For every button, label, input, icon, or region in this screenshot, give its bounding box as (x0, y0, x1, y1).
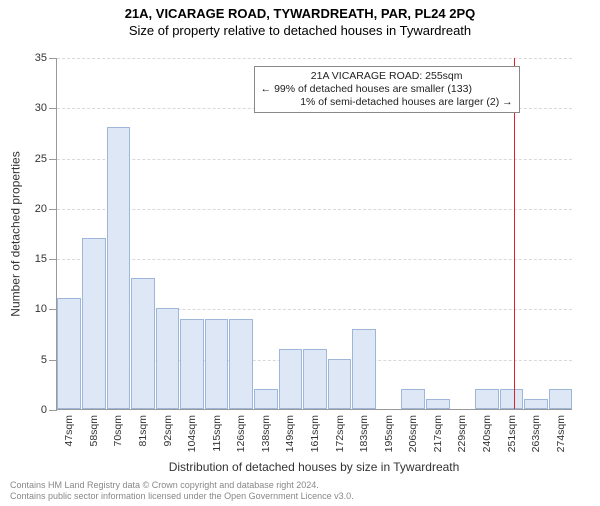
bar (426, 399, 450, 409)
x-tick-label: 81sqm (137, 415, 149, 447)
x-tick-label: 70sqm (112, 415, 124, 447)
x-tick-label: 92sqm (162, 415, 174, 447)
chart-title: 21A, VICARAGE ROAD, TYWARDREATH, PAR, PL… (0, 6, 600, 21)
chart-area: 0510152025303547sqm58sqm70sqm81sqm92sqm1… (56, 58, 572, 410)
bar (500, 389, 524, 409)
y-tick-label: 15 (35, 253, 57, 265)
bar (131, 278, 155, 409)
bar (82, 238, 106, 409)
y-tick-label: 0 (41, 404, 57, 416)
x-tick-label: 251sqm (506, 415, 518, 452)
x-tick-label: 58sqm (88, 415, 100, 447)
bar (475, 389, 499, 409)
bar (279, 349, 303, 409)
plot: 0510152025303547sqm58sqm70sqm81sqm92sqm1… (56, 58, 572, 410)
footer: Contains HM Land Registry data © Crown c… (10, 480, 354, 503)
y-tick-label: 5 (41, 354, 57, 366)
y-tick-label: 20 (35, 203, 57, 215)
bar (57, 298, 81, 409)
grid-line (57, 209, 572, 210)
annotation-line: ← 99% of detached houses are smaller (13… (261, 83, 513, 96)
footer-line-1: Contains HM Land Registry data © Crown c… (10, 480, 354, 491)
annotation-line: 21A VICARAGE ROAD: 255sqm (261, 70, 513, 83)
grid-line (57, 259, 572, 260)
bar (401, 389, 425, 409)
x-tick-label: 240sqm (481, 415, 493, 452)
y-tick-label: 25 (35, 153, 57, 165)
x-tick-label: 104sqm (186, 415, 198, 452)
grid-line (57, 159, 572, 160)
bar (107, 127, 131, 409)
x-tick-label: 115sqm (211, 415, 223, 452)
bar (524, 399, 548, 409)
chart-subtitle: Size of property relative to detached ho… (0, 23, 600, 38)
bar (328, 359, 352, 409)
bar (205, 319, 229, 410)
y-tick-label: 30 (35, 102, 57, 114)
figure: 21A, VICARAGE ROAD, TYWARDREATH, PAR, PL… (0, 6, 600, 506)
x-axis-title: Distribution of detached houses by size … (56, 460, 572, 474)
bar (254, 389, 278, 409)
x-tick-label: 274sqm (555, 415, 567, 452)
bar (180, 319, 204, 410)
grid-line (57, 58, 572, 59)
annotation-line: 1% of semi-detached houses are larger (2… (261, 96, 513, 109)
bar (352, 329, 376, 409)
x-tick-label: 263sqm (530, 415, 542, 452)
y-axis-title: Number of detached properties (8, 58, 24, 410)
x-tick-label: 47sqm (63, 415, 75, 447)
x-tick-label: 161sqm (309, 415, 321, 452)
x-tick-label: 183sqm (358, 415, 370, 452)
footer-line-2: Contains public sector information licen… (10, 491, 354, 502)
y-tick-label: 10 (35, 303, 57, 315)
x-tick-label: 172sqm (334, 415, 346, 452)
x-tick-label: 206sqm (407, 415, 419, 452)
x-tick-label: 195sqm (383, 415, 395, 452)
bar (549, 389, 573, 409)
annotation-box: 21A VICARAGE ROAD: 255sqm← 99% of detach… (254, 66, 520, 113)
bar (229, 319, 253, 410)
bar (156, 308, 180, 409)
x-tick-label: 126sqm (235, 415, 247, 452)
x-tick-label: 229sqm (456, 415, 468, 452)
bar (303, 349, 327, 409)
x-tick-label: 149sqm (284, 415, 296, 452)
x-tick-label: 138sqm (260, 415, 272, 452)
x-tick-label: 217sqm (432, 415, 444, 452)
y-tick-label: 35 (35, 52, 57, 64)
